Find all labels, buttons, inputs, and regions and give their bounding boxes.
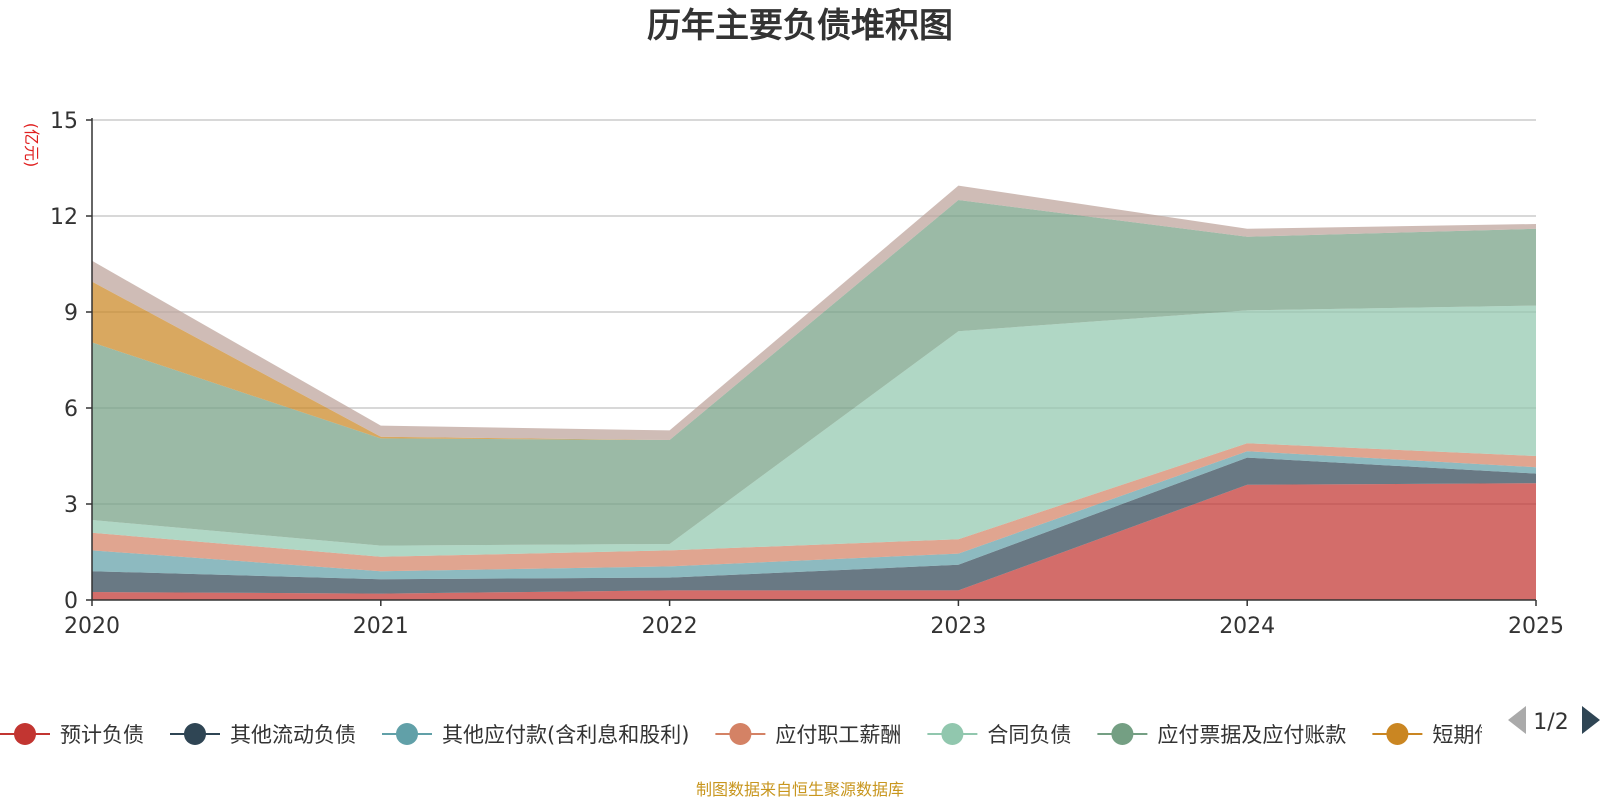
legend-next-page-icon[interactable] xyxy=(1582,706,1600,734)
legend-marker xyxy=(941,723,964,745)
legend-label: 预计负债 xyxy=(60,723,144,747)
legend-page-indicator: 1/2 xyxy=(1533,710,1568,735)
y-tick-label: 0 xyxy=(64,589,78,614)
legend-label: 应付职工薪酬 xyxy=(775,723,901,747)
y-tick-label: 15 xyxy=(50,109,78,134)
legend-label: 其他应付款(含利息和股利) xyxy=(442,723,689,747)
area-series[interactable]: 应付票据及应付账款 xyxy=(92,200,1536,546)
legend-marker xyxy=(1386,723,1409,745)
legend-marker xyxy=(1111,723,1134,745)
area-series-layer: 预计负债其他流动负债其他应付款(含利息和股利)应付职工薪酬合同负债应付票据及应付… xyxy=(92,185,1536,600)
legend-item[interactable]: 应付票据及应付账款 xyxy=(1097,723,1346,747)
area-series[interactable]: 应付职工薪酬 xyxy=(92,443,1536,572)
area-series[interactable]: 其他应付款(含利息和股利) xyxy=(92,451,1536,580)
y-axis-unit-label: (亿元) xyxy=(22,123,41,168)
legend: 预计负债 其他流动负债 其他应付款(含利息和股利) 应付职工薪酬 合同负债 应付票据及应付… xyxy=(0,723,1516,747)
x-tick-label: 2021 xyxy=(353,614,409,639)
legend-prev-page-icon[interactable] xyxy=(1508,706,1526,734)
axes: 0 3 6 9 12 15 2020 2021 2022 2023 2024 2025 xyxy=(50,109,1564,639)
legend-pager: 1/2 xyxy=(1508,706,1600,735)
legend-marker xyxy=(14,723,36,745)
x-tick-label: 2020 xyxy=(64,614,120,639)
area-series[interactable]: 其他 xyxy=(92,185,1536,440)
legend-item[interactable]: 其他流动负债 xyxy=(170,723,356,747)
legend-label: 合同负债 xyxy=(987,723,1071,747)
legend-item[interactable]: 其他应付款(含利息和股利) xyxy=(382,723,689,747)
legend-marker xyxy=(396,723,418,745)
legend-item[interactable]: 合同负债 xyxy=(927,723,1071,747)
legend-item[interactable]: 短期借款 xyxy=(1372,723,1516,747)
chart-title: 历年主要负债堆积图 xyxy=(647,6,953,46)
legend-item[interactable]: 预计负债 xyxy=(0,723,144,747)
legend-label: 短期借款 xyxy=(1432,723,1516,747)
data-source-note: 制图数据来自恒生聚源数据库 xyxy=(696,780,904,799)
x-tick-label: 2025 xyxy=(1508,614,1564,639)
area-series[interactable]: 合同负债 xyxy=(92,305,1536,557)
y-tick-label: 6 xyxy=(64,397,78,422)
legend-item[interactable]: 应付职工薪酬 xyxy=(715,723,901,747)
y-tick-label: 9 xyxy=(64,301,78,326)
y-tick-label: 3 xyxy=(64,493,78,518)
area-series[interactable]: 其他流动负债 xyxy=(92,457,1536,594)
x-tick-label: 2024 xyxy=(1219,614,1275,639)
legend-label: 应付票据及应付账款 xyxy=(1157,723,1346,747)
x-tick-label: 2023 xyxy=(930,614,986,639)
area-series[interactable]: 预计负债 xyxy=(92,483,1536,600)
legend-marker xyxy=(184,723,206,745)
x-tick-label: 2022 xyxy=(642,614,698,639)
y-tick-label: 12 xyxy=(50,205,78,230)
legend-label: 其他流动负债 xyxy=(230,723,356,747)
legend-marker xyxy=(729,723,752,745)
